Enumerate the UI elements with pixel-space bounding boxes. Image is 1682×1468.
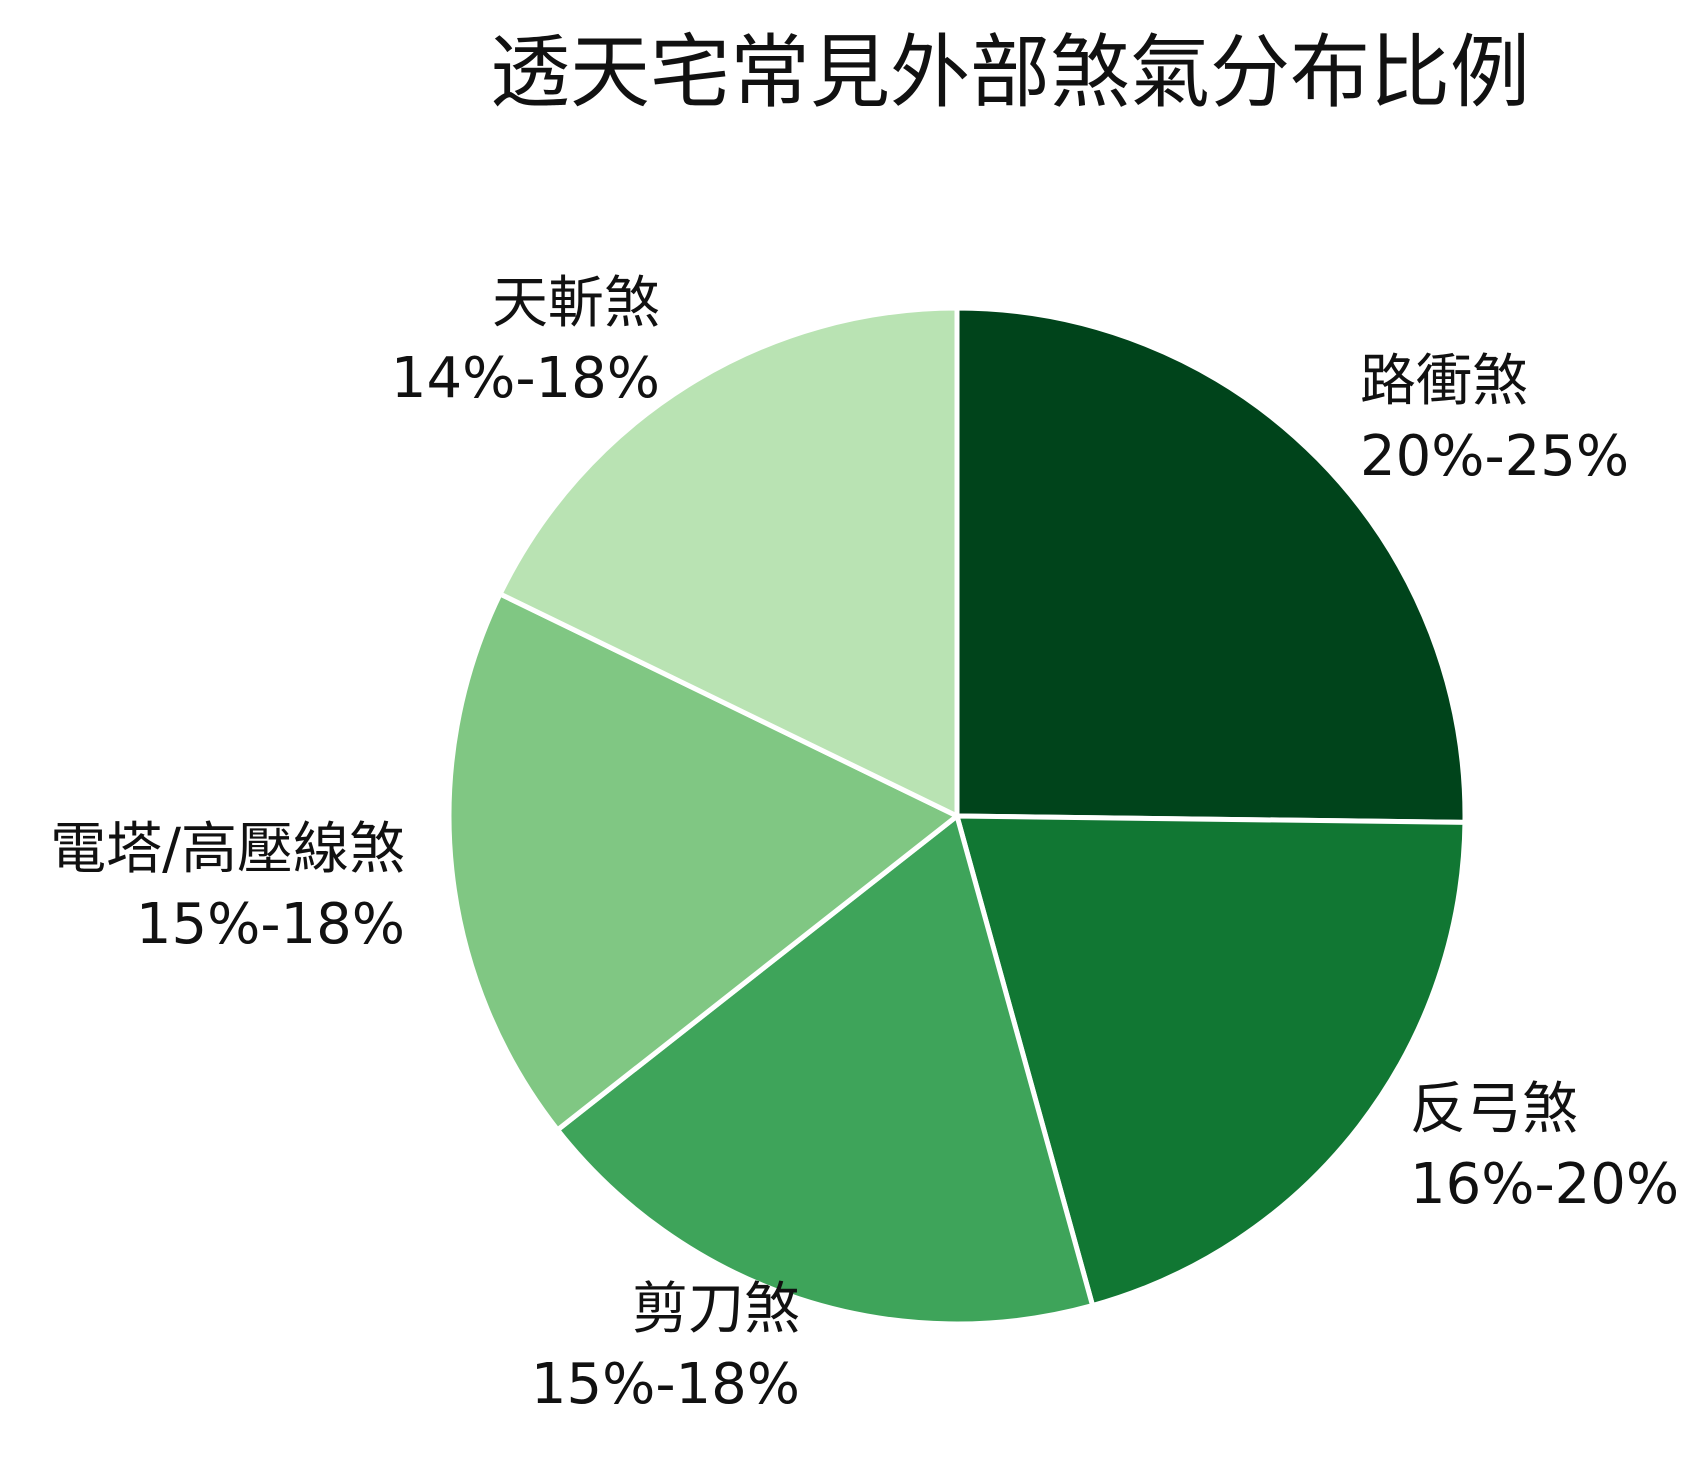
slice-label-5: 天斬煞 <box>492 271 660 336</box>
slice-label-1: 路衝煞 <box>1360 349 1528 414</box>
pie-slice-1 <box>954 305 1468 825</box>
chart-title: 透天宅常見外部煞氣分布比例 <box>490 26 1530 119</box>
slice-value-label-3: 15%-18% <box>531 1352 800 1417</box>
slice-value-label-2: 16%-20% <box>1410 1152 1679 1217</box>
pie-slices <box>446 305 1468 1327</box>
pie-labels: 路衝煞 20%-25% 反弓煞 16%-20% 剪刀煞 15%-18% 電塔/高壓線煞 15%… <box>50 271 1679 1417</box>
slice-value-label-4: 15%-18% <box>136 892 405 957</box>
slice-value-label-1: 20%-25% <box>1360 424 1629 489</box>
slice-label-3: 剪刀煞 <box>632 1277 800 1342</box>
slice-value-label-5: 14%-18% <box>391 346 660 411</box>
pie-slice-2 <box>954 813 1468 1309</box>
pie-slice-4 <box>446 591 960 1133</box>
slice-label-4: 電塔/高壓線煞 <box>50 817 405 882</box>
pie-slice-5 <box>497 305 960 819</box>
slice-label-2: 反弓煞 <box>1410 1077 1578 1142</box>
pie-slice-3 <box>555 813 1096 1327</box>
